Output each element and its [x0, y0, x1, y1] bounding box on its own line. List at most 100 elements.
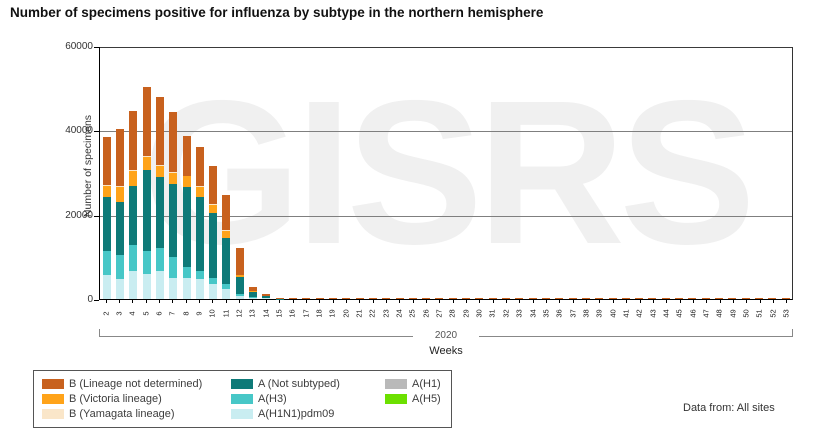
stacked-bar-week-15[interactable] — [275, 297, 284, 299]
stacked-bar-week-48[interactable] — [715, 298, 724, 299]
legend-label: B (Yamagata lineage) — [69, 407, 175, 420]
bar-slot-week-47 — [699, 47, 712, 299]
bar-segment — [262, 296, 271, 299]
legend-label: A(H1N1)pdm09 — [258, 407, 335, 420]
x-tick-mark — [546, 300, 548, 303]
stacked-bar-week-4[interactable] — [129, 110, 138, 299]
stacked-bar-week-18[interactable] — [315, 298, 324, 299]
stacked-bar-week-11[interactable] — [222, 194, 231, 299]
bar-slot-week-41 — [619, 47, 632, 299]
x-tick-label-week-52: 52 — [768, 309, 778, 318]
year-bracket-line-left — [99, 336, 413, 337]
stacked-bar-week-9[interactable] — [195, 147, 204, 299]
x-tick-label-week-9: 9 — [194, 311, 204, 316]
bar-segment — [169, 277, 178, 299]
bar-slot-week-35 — [539, 47, 552, 299]
stacked-bar-week-35[interactable] — [541, 298, 550, 299]
stacked-bar-week-34[interactable] — [528, 298, 537, 299]
bar-slot-week-18 — [313, 47, 326, 299]
bar-segment — [262, 298, 271, 299]
bar-segment — [115, 186, 124, 188]
stacked-bar-week-22[interactable] — [368, 298, 377, 299]
x-axis-title: Weeks — [429, 345, 463, 357]
stacked-bar-week-6[interactable] — [155, 96, 164, 299]
legend-item: B (Yamagata lineage) — [42, 406, 227, 421]
bar-segment — [115, 201, 124, 255]
bar-slot-week-34 — [526, 47, 539, 299]
stacked-bar-week-30[interactable] — [475, 298, 484, 299]
bar-segment — [781, 298, 790, 299]
stacked-bar-week-28[interactable] — [448, 298, 457, 299]
bar-segment — [515, 298, 524, 299]
stacked-bar-week-17[interactable] — [302, 298, 311, 299]
stacked-bar-week-5[interactable] — [142, 86, 151, 299]
stacked-bar-week-8[interactable] — [182, 136, 191, 299]
x-tick-mark — [532, 300, 534, 303]
bar-slot-week-31 — [486, 47, 499, 299]
bar-slot-week-20 — [340, 47, 353, 299]
stacked-bar-week-26[interactable] — [422, 298, 431, 299]
stacked-bar-week-38[interactable] — [581, 298, 590, 299]
stacked-bar-week-21[interactable] — [355, 298, 364, 299]
stacked-bar-week-36[interactable] — [555, 298, 564, 299]
legend-swatch — [385, 379, 407, 390]
y-tick-mark — [94, 47, 99, 48]
stacked-bar-week-43[interactable] — [648, 298, 657, 299]
stacked-bar-week-44[interactable] — [661, 298, 670, 299]
stacked-bar-week-46[interactable] — [688, 298, 697, 299]
bar-slot-week-22 — [366, 47, 379, 299]
x-tick-mark — [586, 300, 588, 303]
x-tick-mark — [239, 300, 241, 303]
stacked-bar-week-39[interactable] — [595, 298, 604, 299]
stacked-bar-week-50[interactable] — [741, 298, 750, 299]
bar-slot-week-36 — [553, 47, 566, 299]
bar-slot-week-29 — [459, 47, 472, 299]
year-bracket-right-tick — [792, 329, 793, 337]
x-tick-label-week-17: 17 — [301, 309, 311, 318]
stacked-bar-week-14[interactable] — [262, 293, 271, 299]
stacked-bar-week-40[interactable] — [608, 298, 617, 299]
stacked-bar-week-47[interactable] — [701, 298, 710, 299]
stacked-bar-week-23[interactable] — [382, 298, 391, 299]
x-tick-mark — [466, 300, 468, 303]
stacked-bar-week-25[interactable] — [408, 298, 417, 299]
bar-slot-week-28 — [446, 47, 459, 299]
bar-segment — [209, 277, 218, 284]
stacked-bar-week-33[interactable] — [515, 298, 524, 299]
x-tick-mark — [399, 300, 401, 303]
legend-label: A (Not subtyped) — [258, 378, 340, 391]
bar-segment — [169, 183, 178, 258]
stacked-bar-week-16[interactable] — [289, 298, 298, 299]
gridline-60000 — [100, 47, 792, 48]
stacked-bar-week-31[interactable] — [488, 298, 497, 299]
stacked-bar-week-52[interactable] — [768, 298, 777, 299]
stacked-bar-week-7[interactable] — [169, 112, 178, 299]
stacked-bar-week-32[interactable] — [502, 298, 511, 299]
stacked-bar-week-29[interactable] — [462, 298, 471, 299]
stacked-bar-week-10[interactable] — [209, 166, 218, 299]
stacked-bar-week-12[interactable] — [235, 248, 244, 299]
stacked-bar-week-13[interactable] — [249, 286, 258, 299]
stacked-bar-week-49[interactable] — [728, 298, 737, 299]
stacked-bar-week-20[interactable] — [342, 298, 351, 299]
stacked-bar-week-51[interactable] — [754, 298, 763, 299]
stacked-bar-week-45[interactable] — [675, 298, 684, 299]
stacked-bar-week-27[interactable] — [435, 298, 444, 299]
stacked-bar-week-37[interactable] — [568, 298, 577, 299]
stacked-bar-week-53[interactable] — [781, 298, 790, 299]
legend-item: B (Lineage not determined) — [42, 377, 227, 392]
stacked-bar-week-24[interactable] — [395, 298, 404, 299]
x-tick-mark — [305, 300, 307, 303]
stacked-bar-week-41[interactable] — [621, 298, 630, 299]
stacked-bar-week-42[interactable] — [635, 298, 644, 299]
bar-segment — [235, 274, 244, 277]
stacked-bar-week-2[interactable] — [102, 137, 111, 299]
bar-segment — [102, 137, 111, 185]
stacked-bar-week-3[interactable] — [115, 128, 124, 299]
stacked-bar-week-19[interactable] — [328, 298, 337, 299]
bar-segment — [195, 196, 204, 271]
chart-title: Number of specimens positive for influen… — [10, 5, 544, 20]
x-tick-mark — [599, 300, 601, 303]
bar-segment — [528, 298, 537, 299]
bar-segment — [209, 204, 218, 214]
